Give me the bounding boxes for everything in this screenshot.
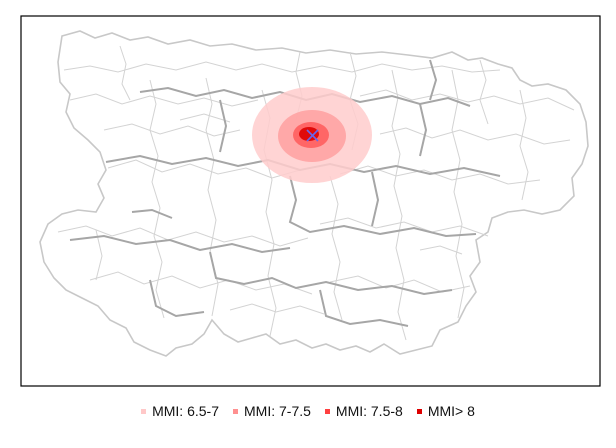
legend-item-mmi-6-5-7: MMI: 6.5-7 [141, 403, 219, 419]
legend-item-mmi-7-7-5: MMI: 7-7.5 [233, 403, 311, 419]
legend-item-mmi-7-5-8: MMI: 7.5-8 [324, 403, 403, 419]
map-panel [20, 15, 601, 387]
epicenter-x-icon [306, 129, 319, 142]
map-frame [20, 15, 601, 387]
legend-swatch [324, 408, 330, 414]
country-outline [39, 30, 589, 357]
legend-swatch [233, 408, 238, 414]
legend-label: MMI: 6.5-7 [152, 403, 219, 419]
legend-item-mmi-gt-8: MMI> 8 [416, 403, 475, 419]
legend-swatch [416, 408, 422, 414]
legend-swatch [141, 408, 147, 414]
legend-label: MMI: 7-7.5 [244, 403, 311, 419]
legend: MMI: 6.5-7 MMI: 7-7.5 MMI: 7.5-8 MMI> 8 [0, 398, 616, 424]
legend-label: MMI: 7.5-8 [335, 403, 403, 419]
legend-label: MMI> 8 [427, 403, 475, 419]
